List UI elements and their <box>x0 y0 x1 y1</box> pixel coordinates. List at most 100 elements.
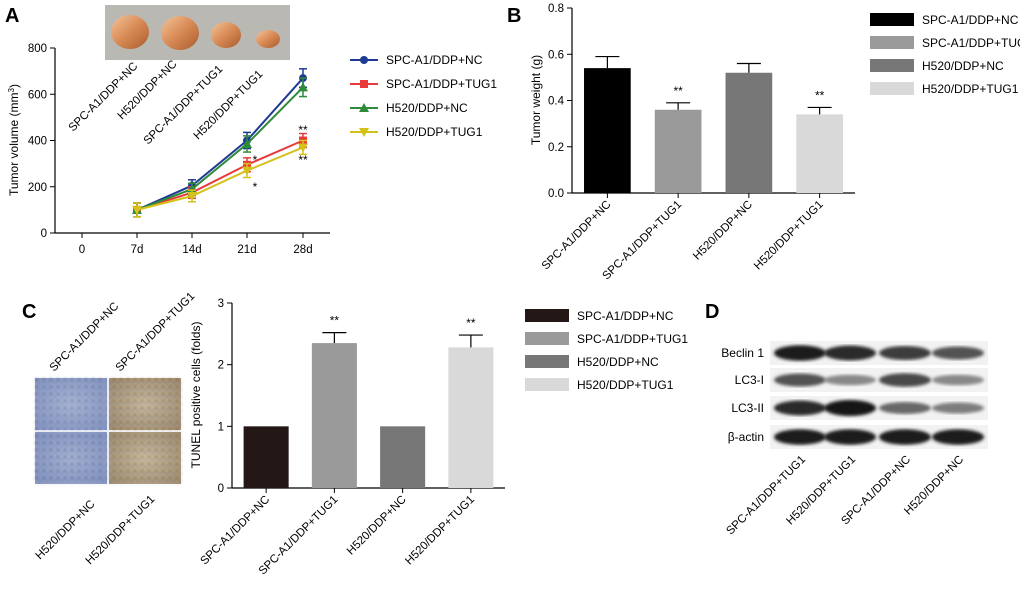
y-axis-label-sup: 3 <box>7 87 16 92</box>
data-point <box>298 82 308 92</box>
panel-b-label: B <box>507 5 521 27</box>
blot-band <box>774 373 826 387</box>
tumor-photo <box>105 5 290 60</box>
y-tick-label: 600 <box>28 89 47 101</box>
panel-d-label: D <box>705 301 719 323</box>
legend-swatch <box>525 332 569 345</box>
blot-row-label: LC3-II <box>731 401 764 415</box>
data-point <box>359 128 369 137</box>
y-tick-label: 0.4 <box>548 96 565 108</box>
photo-labels: SPC-A1/DDP+NC H520/DDP+NC SPC-A1/DDP+TUG… <box>67 58 266 147</box>
series-line <box>136 146 304 211</box>
x-tick-label: SPC-A1/DDP+NC <box>198 494 272 568</box>
y-tick-label: 0.8 <box>548 3 564 15</box>
data-point <box>360 80 368 88</box>
x-tick-label: 7d <box>131 244 144 256</box>
blot-row-label: Beclin 1 <box>721 346 764 360</box>
bar <box>796 114 843 193</box>
significance-label: ** <box>673 84 683 98</box>
legend-swatch <box>870 13 914 26</box>
legend-label: H520/DDP+NC <box>386 101 468 115</box>
blot-band <box>879 402 931 414</box>
photo-label-spc-nc: SPC-A1/DDP+NC <box>67 60 141 134</box>
blot-band <box>932 346 984 360</box>
legend-label: H520/DDP+TUG1 <box>922 82 1019 96</box>
legend-label: SPC-A1/DDP+TUG1 <box>386 77 497 91</box>
data-point <box>242 138 252 148</box>
series-2 <box>132 77 308 218</box>
x-tick-label: 0 <box>79 244 85 256</box>
data-point <box>187 192 197 201</box>
ihc-image-spc-tug1 <box>109 378 181 430</box>
x-tick-label: 28d <box>293 244 312 256</box>
blot-band <box>774 400 826 416</box>
bar <box>584 68 631 193</box>
legend-swatch <box>870 36 914 49</box>
series-line <box>136 139 304 211</box>
chart-b-tumor-weight: 0.0 0.2 0.4 0.6 0.8 SPC-A1/DDP+NC ** SPC-A1/DDP… <box>529 3 855 282</box>
y-tick-label: 0.2 <box>548 142 564 154</box>
blot-band <box>824 400 876 416</box>
legend-label: H520/DDP+NC <box>577 355 659 369</box>
legend-label: SPC-A1/DDP+NC <box>386 53 483 67</box>
y-tick-label: 0 <box>41 228 47 240</box>
blot-band <box>824 374 876 386</box>
blot-band <box>932 429 984 445</box>
y-tick-label: 2 <box>218 360 224 372</box>
legend-label: H520/DDP+NC <box>922 59 1004 73</box>
bar <box>654 109 702 193</box>
y-axis-label: TUNEL positive cells (folds) <box>189 322 203 469</box>
significance-label: * <box>253 180 258 194</box>
legend-swatch <box>870 82 914 95</box>
x-tick-label: SPC-A1/DDP+TUG1 <box>601 199 685 283</box>
blot-band <box>774 429 826 445</box>
x-tick-label: SPC-A1/DDP+TUG1 <box>257 494 341 578</box>
legend-a: SPC-A1/DDP+NC SPC-A1/DDP+TUG1 H520/DDP+NC H… <box>350 53 497 139</box>
significance-label: ** <box>815 88 825 102</box>
blot-row-label: LC3-I <box>735 373 764 387</box>
x-tick-label: H520/DDP+NC <box>691 199 755 263</box>
blot-band <box>879 346 931 360</box>
data-point <box>359 103 369 112</box>
data-point <box>298 143 308 153</box>
blot-band <box>932 374 984 386</box>
legend-swatch <box>525 378 569 391</box>
legend-label: SPC-A1/DDP+NC <box>922 13 1019 27</box>
series-0 <box>133 68 307 218</box>
western-blot: Beclin 1 LC3-I LC3-II β-actin SPC-A1/DDP+TUG… <box>721 341 988 537</box>
data-point <box>360 56 368 64</box>
significance-label: ** <box>330 314 340 328</box>
ihc-label-spc-tug1: SPC-A1/DDP+TUG1 <box>114 290 198 374</box>
y-tick-label: 1 <box>218 421 224 433</box>
legend-swatch <box>870 59 914 72</box>
legend-label: SPC-A1/DDP+TUG1 <box>577 332 688 346</box>
series-3 <box>132 139 308 218</box>
y-tick-label: 400 <box>28 136 47 148</box>
ihc-label-spc-nc: SPC-A1/DDP+NC <box>48 300 122 374</box>
y-tick-label: 0.0 <box>548 188 564 200</box>
x-tick-label: SPC-A1/DDP+NC <box>540 199 614 273</box>
significance-label: ** <box>466 316 476 330</box>
y-axis-label: Tumor volume (mm3) <box>7 84 22 196</box>
blot-band <box>824 345 876 361</box>
x-tick-label: H520/DDP+TUG1 <box>752 199 826 273</box>
legend-b: SPC-A1/DDP+NC SPC-A1/DDP+TUG1 H520/DDP+NC H… <box>870 13 1020 96</box>
ihc-images <box>35 378 181 484</box>
x-tick-label: H520/DDP+TUG1 <box>403 494 477 568</box>
legend-label: H520/DDP+TUG1 <box>577 378 674 392</box>
y-tick-label: 200 <box>28 182 47 194</box>
bar <box>380 426 426 488</box>
panel-a-label: A <box>5 5 19 27</box>
bar <box>448 347 494 488</box>
ihc-image-h520-tug1 <box>109 432 181 484</box>
ihc-image-spc-nc <box>35 378 107 430</box>
blot-band <box>824 429 876 445</box>
data-point <box>132 205 142 215</box>
blot-band <box>879 373 931 387</box>
legend-swatch <box>525 355 569 368</box>
x-tick-label: 14d <box>182 244 201 256</box>
blot-band <box>774 345 826 361</box>
blot-lane-label: SPC-A1/DDP+TUG1 <box>724 454 808 538</box>
chart-a-tumor-volume: 0 200 400 600 800 0 7d 14d 21d 28d Tumor volume (m… <box>7 43 330 256</box>
